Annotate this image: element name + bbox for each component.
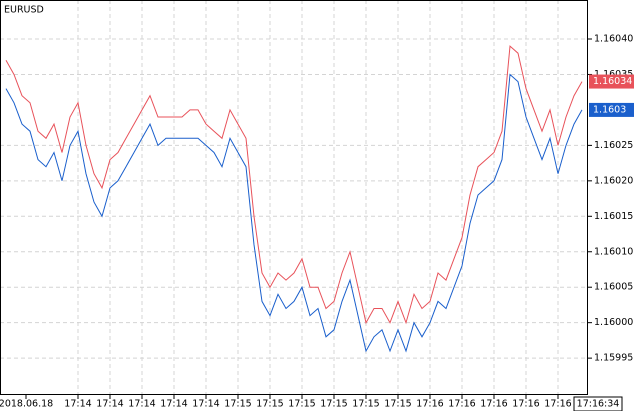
x-tick-label: 17:14 bbox=[128, 399, 155, 410]
plot-border bbox=[0, 0, 588, 395]
x-tick-label: 17:14 bbox=[160, 399, 187, 410]
plot-layer bbox=[0, 0, 588, 395]
x-tick-label: 17:15 bbox=[352, 399, 379, 410]
price-label-box bbox=[589, 102, 634, 117]
x-tick-label: 17:16 bbox=[544, 399, 571, 410]
x-tick-label: 17:16 bbox=[512, 399, 539, 410]
price-label-box bbox=[589, 74, 634, 89]
x-tick-label: 17:15 bbox=[384, 399, 411, 410]
x-tick-label: 17:14 bbox=[96, 399, 123, 410]
y-tick-label: 1.16015 bbox=[594, 211, 633, 222]
x-tick-label: 17:16 bbox=[416, 399, 443, 410]
y-tick-label: 1.16025 bbox=[594, 140, 633, 151]
x-tick-label: 17:16:34 bbox=[577, 399, 620, 410]
x-tick-label: 17:15 bbox=[288, 399, 315, 410]
x-tick-label: 17:16 bbox=[448, 399, 475, 410]
x-tick-label: 17:15 bbox=[320, 399, 347, 410]
y-tick-label: 1.16035 bbox=[594, 69, 633, 80]
x-tick-label: 17:15 bbox=[256, 399, 283, 410]
price-line bbox=[5, 73, 583, 353]
x-tick-label: 17:15 bbox=[224, 399, 251, 410]
x-tick-label: 17:14 bbox=[64, 399, 91, 410]
y-tick-label: 1.16000 bbox=[594, 317, 633, 328]
y-tick-label: 1.16040 bbox=[594, 34, 633, 45]
y-tick-label: 1.16010 bbox=[594, 246, 633, 257]
price-label: 1.1603 bbox=[593, 104, 626, 115]
x-label-box bbox=[573, 396, 623, 411]
x-tick-label: 17:16 bbox=[480, 399, 507, 410]
y-tick-label: 1.16020 bbox=[594, 175, 633, 186]
x-tick-label: 2018.06.18 bbox=[0, 399, 53, 410]
price-line bbox=[5, 45, 583, 325]
chart-title: EURUSD bbox=[4, 5, 44, 16]
x-tick-label: 17:14 bbox=[192, 399, 219, 410]
y-tick-label: 1.15995 bbox=[594, 353, 633, 364]
price-label: 1.16034 bbox=[593, 76, 632, 87]
y-tick-label: 1.16005 bbox=[594, 282, 633, 293]
